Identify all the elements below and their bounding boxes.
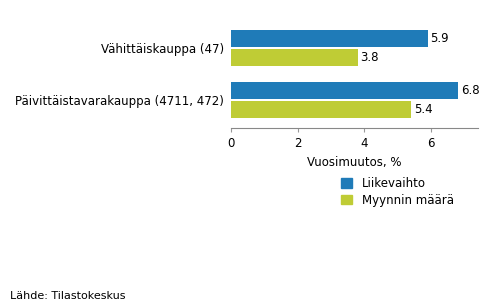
Bar <box>231 82 458 99</box>
X-axis label: Vuosimuutos, %: Vuosimuutos, % <box>307 156 402 169</box>
Text: 5.4: 5.4 <box>414 103 432 116</box>
Legend: Liikevaihto, Myynnin määrä: Liikevaihto, Myynnin määrä <box>341 177 454 206</box>
Bar <box>231 50 358 66</box>
Bar <box>231 30 428 47</box>
Text: Lähde: Tilastokeskus: Lähde: Tilastokeskus <box>10 291 125 301</box>
Bar <box>231 101 411 118</box>
Text: 3.8: 3.8 <box>360 51 379 64</box>
Text: 6.8: 6.8 <box>460 84 479 97</box>
Text: 5.9: 5.9 <box>430 33 449 45</box>
